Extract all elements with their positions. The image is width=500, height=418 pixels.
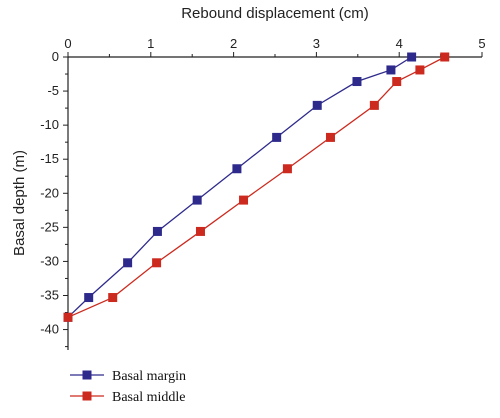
data-point <box>440 52 450 62</box>
data-point <box>386 65 396 75</box>
data-point <box>415 65 425 75</box>
x-tick-label: 3 <box>313 36 320 51</box>
legend-item: Basal margin <box>70 369 186 384</box>
y-tick-label: 0 <box>52 49 59 64</box>
x-tick-label: 4 <box>396 36 403 51</box>
y-tick-label: -30 <box>40 253 59 268</box>
series-line <box>67 56 412 318</box>
legend-label: Basal margin <box>112 369 186 384</box>
y-tick-label: -25 <box>40 219 59 234</box>
legend-marker <box>82 370 92 380</box>
data-point <box>272 132 282 142</box>
x-tick-label: 1 <box>147 36 154 51</box>
legend-item: Basal middle <box>70 390 186 405</box>
series-basal-middle <box>63 52 450 322</box>
y-axis-title: Basal depth (m) <box>11 150 28 256</box>
y-tick-label: -40 <box>40 322 59 337</box>
y-tick-label: -10 <box>40 117 59 132</box>
data-point <box>63 312 73 322</box>
axes: 0 1 2 3 4 5 0 -5 -10 -15 -20 -25 -30 -35 -40 <box>40 36 486 350</box>
legend: Basal margin Basal middle <box>70 369 186 405</box>
x-axis-title: Rebound displacement (cm) <box>181 5 369 22</box>
data-point <box>369 100 379 110</box>
data-point <box>282 164 292 174</box>
data-point <box>152 226 162 236</box>
data-point <box>232 164 242 174</box>
data-point <box>195 226 205 236</box>
data-point <box>352 77 362 87</box>
series-line <box>67 56 446 318</box>
legend-marker <box>82 391 92 401</box>
legend-label: Basal middle <box>112 390 186 405</box>
data-point <box>392 77 402 87</box>
data-point <box>325 132 335 142</box>
data-point <box>192 195 202 205</box>
data-point <box>152 258 162 268</box>
data-point <box>239 195 249 205</box>
y-tick-label: -15 <box>40 151 59 166</box>
y-tick-label: -5 <box>47 83 59 98</box>
x-tick-label: 5 <box>478 36 485 51</box>
data-point <box>123 258 133 268</box>
data-point <box>84 293 94 303</box>
y-tick-label: -35 <box>40 287 59 302</box>
data-point <box>312 100 322 110</box>
x-tick-label: 2 <box>230 36 237 51</box>
series-basal-margin <box>63 52 417 322</box>
y-tick-label: -20 <box>40 185 59 200</box>
data-point <box>108 293 118 303</box>
x-tick-label: 0 <box>64 36 71 51</box>
series-layer <box>63 52 450 322</box>
data-point <box>407 52 417 62</box>
